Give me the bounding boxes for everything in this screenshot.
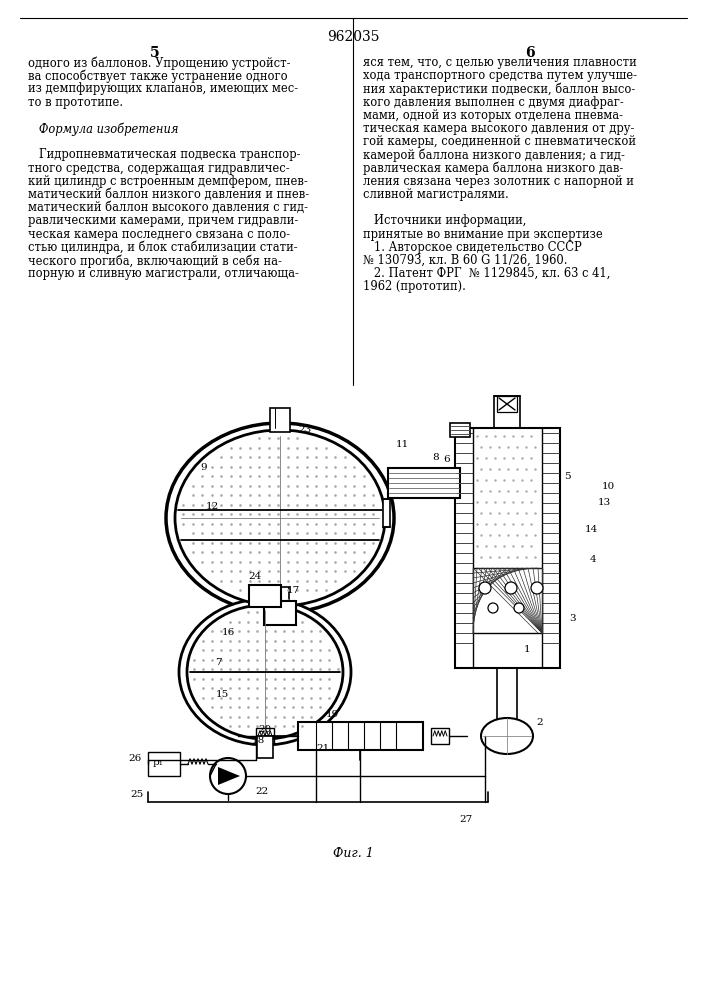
Text: 25: 25 [130,790,144,799]
Text: 15: 15 [216,690,228,699]
Text: 2: 2 [537,718,543,727]
Circle shape [514,603,524,613]
Text: ния характеристики подвески, баллон высо-: ния характеристики подвески, баллон высо… [363,82,636,96]
Text: 22: 22 [255,787,269,796]
Text: яся тем, что, с целью увеличения плавности: яся тем, что, с целью увеличения плавнос… [363,56,637,69]
Ellipse shape [481,718,533,754]
Bar [256,728,274,744]
Bar [298,722,423,750]
Text: Фиг. 1: Фиг. 1 [332,847,373,860]
Bar [431,728,449,744]
Circle shape [505,582,517,594]
Text: мами, одной из которых отделена пневма-: мами, одной из которых отделена пневма- [363,109,623,122]
Text: 7: 7 [215,658,221,667]
Text: 12: 12 [205,502,218,511]
Bar [264,601,296,625]
Ellipse shape [179,599,351,745]
Text: 4: 4 [590,555,596,564]
Bar [270,408,290,432]
Bar [271,587,289,624]
Text: сливной магистралями.: сливной магистралями. [363,188,509,201]
Text: 9: 9 [201,463,207,472]
Text: 16: 16 [221,628,235,637]
Text: 1. Авторское свидетельство СССР: 1. Авторское свидетельство СССР [363,241,582,254]
Text: p₁: p₁ [153,758,164,767]
Text: 962035: 962035 [327,30,379,44]
Bar [473,568,542,633]
Text: 8: 8 [433,453,439,462]
Text: 23: 23 [298,425,312,434]
Circle shape [488,603,498,613]
Text: принятые во внимание при экспертизе: принятые во внимание при экспертизе [363,228,603,241]
Text: гой камеры, соединенной с пневматической: гой камеры, соединенной с пневматической [363,135,636,148]
Bar [494,396,520,428]
Text: ва способствует также устранение одного: ва способствует также устранение одного [28,69,288,83]
Text: 3: 3 [570,614,576,623]
Bar [249,585,281,607]
Circle shape [531,582,543,594]
Text: 10: 10 [602,482,614,491]
Text: 13: 13 [597,498,611,507]
Bar [455,428,560,668]
Text: ческая камера последнего связана с поло-: ческая камера последнего связана с поло- [28,228,290,241]
Text: кий цилиндр с встроенным демпфером, пнев-: кий цилиндр с встроенным демпфером, пнев… [28,175,308,188]
Text: тическая камера высокого давления от дру-: тическая камера высокого давления от дру… [363,122,634,135]
Text: матический баллон низкого давления и пнев-: матический баллон низкого давления и пне… [28,188,309,201]
Text: из демпфирующих клапанов, имеющих мес-: из демпфирующих клапанов, имеющих мес- [28,82,298,95]
Text: 21: 21 [316,744,329,753]
Ellipse shape [187,605,343,739]
Text: 2. Патент ФРГ  № 1129845, кл. 63 с 41,: 2. Патент ФРГ № 1129845, кл. 63 с 41, [363,267,610,280]
Text: ления связана через золотник с напорной и: ления связана через золотник с напорной … [363,175,634,188]
Text: ческого прогиба, включающий в себя на-: ческого прогиба, включающий в себя на- [28,254,282,267]
Ellipse shape [166,423,394,613]
Text: то в прототипе.: то в прототипе. [28,96,123,109]
Bar [497,668,517,723]
Text: тного средства, содержащая гидравличес-: тного средства, содержащая гидравличес- [28,162,290,175]
Bar [497,396,517,412]
Text: 20: 20 [258,725,271,734]
Text: 26: 26 [129,754,141,763]
Text: 1: 1 [524,645,530,654]
Text: камерой баллона низкого давления; а гид-: камерой баллона низкого давления; а гид- [363,148,625,162]
Text: порную и сливную магистрали, отличающа-: порную и сливную магистрали, отличающа- [28,267,299,280]
Text: 5: 5 [563,472,571,481]
Text: одного из баллонов. Упрощению устройст-: одного из баллонов. Упрощению устройст- [28,56,291,70]
Text: 1962 (прототип).: 1962 (прототип). [363,280,466,293]
Bar [148,752,180,776]
Ellipse shape [175,430,385,606]
Text: стью цилиндра, и блок стабилизации стати-: стью цилиндра, и блок стабилизации стати… [28,241,298,254]
Text: кого давления выполнен с двумя диафраг-: кого давления выполнен с двумя диафраг- [363,96,624,109]
Text: равлическими камерами, причем гидравли-: равлическими камерами, причем гидравли- [28,214,298,227]
Text: 11: 11 [395,440,409,449]
Text: 17: 17 [286,586,300,595]
Polygon shape [218,767,240,785]
Bar [450,423,470,437]
Text: № 130793, кл. В 60 G 11/26, 1960.: № 130793, кл. В 60 G 11/26, 1960. [363,254,568,267]
Text: 19: 19 [325,710,339,719]
Text: равлическая камера баллона низкого дав-: равлическая камера баллона низкого дав- [363,162,624,175]
Text: 18: 18 [252,736,264,745]
Text: 5: 5 [150,46,160,60]
Circle shape [479,582,491,594]
Bar [383,499,390,527]
Circle shape [210,758,246,794]
Text: 24: 24 [248,572,262,581]
Text: 6: 6 [444,455,450,464]
Text: матический баллон высокого давления с гид-: матический баллон высокого давления с ги… [28,201,308,214]
Bar [257,736,273,758]
Text: 14: 14 [585,525,597,534]
Text: 6: 6 [525,46,534,60]
Bar [388,468,460,498]
Text: Источники информации,: Источники информации, [363,214,527,227]
Text: Формула изобретения: Формула изобретения [28,122,178,135]
Text: хода транспортного средства путем улучше-: хода транспортного средства путем улучше… [363,69,637,82]
Text: 27: 27 [460,815,472,824]
Text: Гидропневматическая подвеска транспор-: Гидропневматическая подвеска транспор- [28,148,300,161]
